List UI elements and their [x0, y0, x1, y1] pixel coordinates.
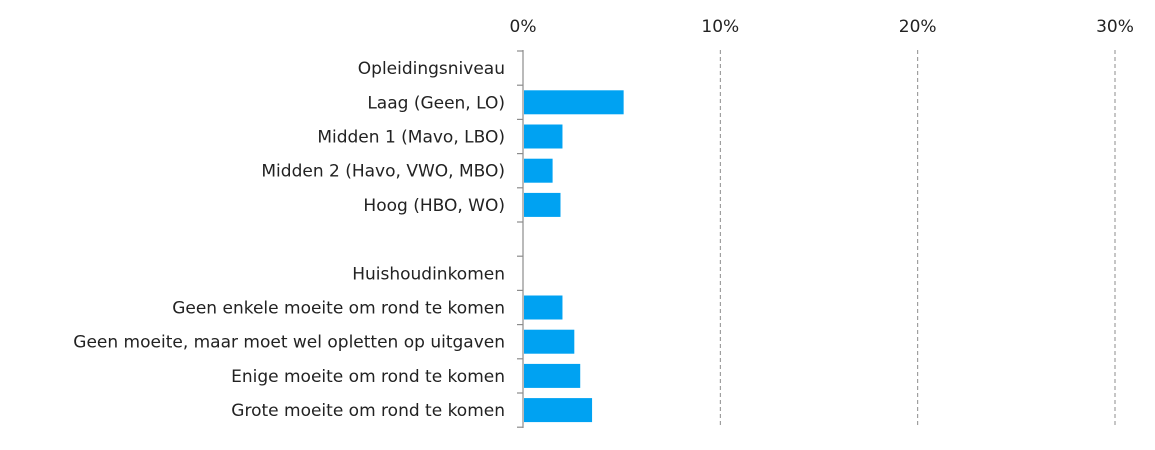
bar: [524, 158, 553, 183]
x-tick-label: 0%: [510, 17, 537, 37]
category-label: Enige moeite om rond te komen: [231, 367, 505, 387]
bar: [524, 329, 575, 354]
category-label: Midden 1 (Mavo, LBO): [317, 128, 505, 148]
y-axis: [517, 50, 524, 428]
bar: [524, 295, 563, 320]
category-label: Midden 2 (Havo, VWO, MBO): [261, 162, 505, 182]
category-label: Laag (Geen, LO): [367, 93, 505, 113]
category-label: Opleidingsniveau: [358, 59, 505, 79]
x-tick-label: 30%: [1096, 17, 1134, 37]
bar: [524, 90, 624, 115]
category-label: Huishoudinkomen: [352, 264, 505, 284]
category-label: Grote moeite om rond te komen: [231, 401, 505, 421]
x-tick-label: 20%: [899, 17, 937, 37]
bars: [524, 90, 624, 423]
category-label: Hoog (HBO, WO): [363, 196, 505, 216]
category-label: Geen enkele moeite om rond te komen: [172, 299, 505, 319]
x-tick-label: 10%: [701, 17, 739, 37]
bar: [524, 398, 593, 423]
category-labels: Opleidingsniveau Laag (Geen, LO) Midden 1 …: [73, 59, 505, 421]
x-axis-tick-labels: 0% 10% 20% 30%: [510, 17, 1134, 37]
bar: [524, 363, 581, 388]
grid-lines: [719, 50, 1116, 428]
category-label: Geen moeite, maar moet wel opletten op u…: [73, 333, 505, 353]
bar: [524, 192, 561, 217]
bar: [524, 124, 563, 149]
